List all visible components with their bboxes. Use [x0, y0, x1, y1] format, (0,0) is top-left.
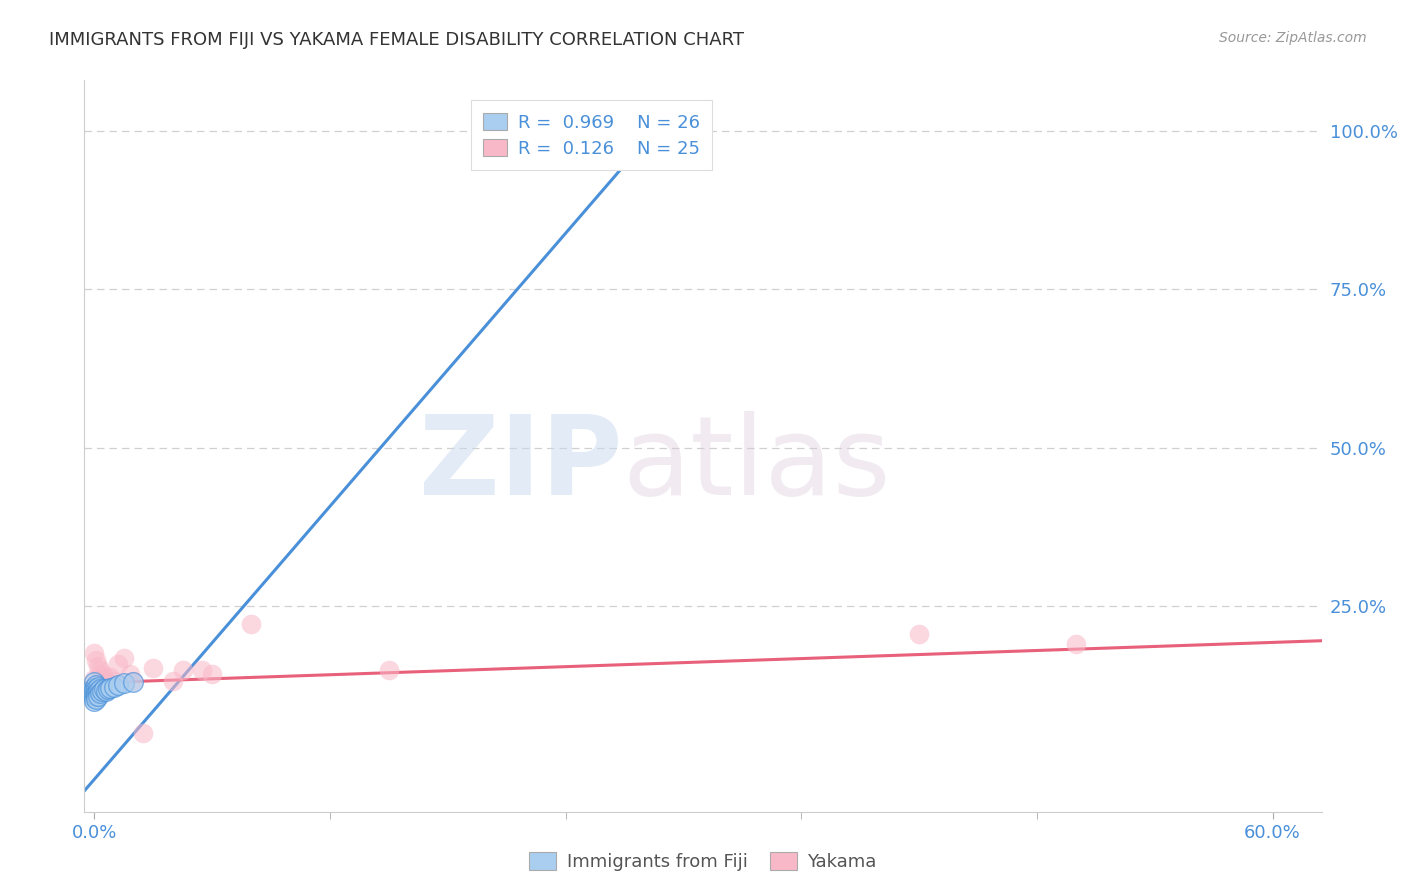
Point [84, 653, 107, 667]
Point [91, 684, 114, 698]
Point [98, 670, 121, 684]
Point [94, 684, 117, 698]
Point [91, 667, 114, 681]
Point [93, 682, 115, 697]
Point [83, 674, 105, 689]
Legend: R =  0.969    N = 26, R =  0.126    N = 25: R = 0.969 N = 26, R = 0.126 N = 25 [471, 100, 713, 170]
Point [1064, 637, 1087, 651]
Point [89, 682, 111, 697]
Point [83, 681, 105, 696]
Point [83, 684, 105, 698]
Point [83, 688, 105, 702]
Point [87, 659, 110, 673]
Point [132, 725, 155, 739]
Point [112, 650, 135, 665]
Point [87, 680, 110, 694]
Point [103, 673, 125, 688]
Point [89, 686, 111, 700]
Point [84, 692, 107, 706]
Point [83, 694, 105, 708]
Point [98, 681, 121, 696]
Text: ZIP: ZIP [419, 411, 623, 517]
Point [118, 667, 141, 681]
Point [122, 673, 145, 688]
Point [93, 670, 115, 684]
Point [87, 684, 110, 698]
Point [83, 647, 105, 661]
Point [84, 686, 107, 700]
Point [378, 664, 401, 678]
Point [191, 664, 214, 678]
Point [908, 627, 931, 641]
Point [84, 689, 107, 703]
Point [84, 678, 107, 692]
Text: atlas: atlas [623, 411, 891, 517]
Point [172, 664, 194, 678]
Point [97, 682, 120, 697]
Point [83, 690, 105, 705]
Point [83, 672, 105, 686]
Point [89, 664, 111, 678]
Point [122, 674, 145, 689]
Point [201, 667, 224, 681]
Legend: Immigrants from Fiji, Yakama: Immigrants from Fiji, Yakama [522, 846, 884, 879]
Point [112, 676, 135, 690]
Point [87, 689, 110, 703]
Point [240, 616, 263, 631]
Point [107, 678, 129, 692]
Point [94, 673, 117, 688]
Point [107, 657, 129, 672]
Point [633, 140, 655, 154]
Text: IMMIGRANTS FROM FIJI VS YAKAMA FEMALE DISABILITY CORRELATION CHART: IMMIGRANTS FROM FIJI VS YAKAMA FEMALE DI… [49, 31, 744, 49]
Point [162, 673, 184, 688]
Point [84, 682, 107, 697]
Point [142, 661, 165, 675]
Point [84, 678, 107, 692]
Text: Source: ZipAtlas.com: Source: ZipAtlas.com [1219, 31, 1367, 45]
Point [103, 680, 125, 694]
